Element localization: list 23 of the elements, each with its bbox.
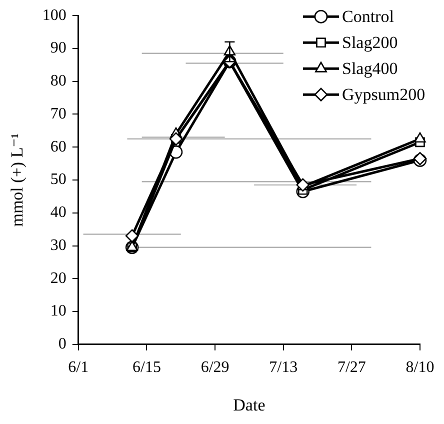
y-tick-label: 80 — [50, 72, 66, 90]
legend-label: Slag200 — [342, 33, 398, 52]
y-tick-label: 50 — [50, 171, 66, 188]
x-tick-label: 7/13 — [269, 359, 298, 376]
y-tick-label: 20 — [50, 270, 66, 287]
x-tick-label: 8/10 — [406, 359, 434, 376]
y-tick-label: 10 — [50, 302, 66, 320]
y-tick-label: 0 — [58, 336, 66, 353]
x-tick-label: 7/27 — [337, 359, 366, 376]
legend-label: Gypsum200 — [342, 85, 426, 104]
y-tick-label: 40 — [50, 204, 66, 222]
x-tick-label: 6/29 — [200, 359, 230, 376]
y-tick-label: 90 — [50, 40, 66, 57]
x-tick-label: 6/15 — [132, 359, 161, 376]
x-tick-label: 6/1 — [68, 359, 89, 376]
y-tick-label: 100 — [42, 6, 66, 24]
y-tick-label: 30 — [50, 236, 66, 254]
legend-label: Control — [342, 7, 394, 26]
y-tick-label: 70 — [50, 105, 66, 122]
y-tick-label: 60 — [50, 138, 66, 156]
legend-label: Slag400 — [342, 59, 398, 78]
y-axis-title: mmol (+) L⁻¹ — [8, 133, 27, 227]
x-axis-title: Date — [233, 395, 266, 414]
